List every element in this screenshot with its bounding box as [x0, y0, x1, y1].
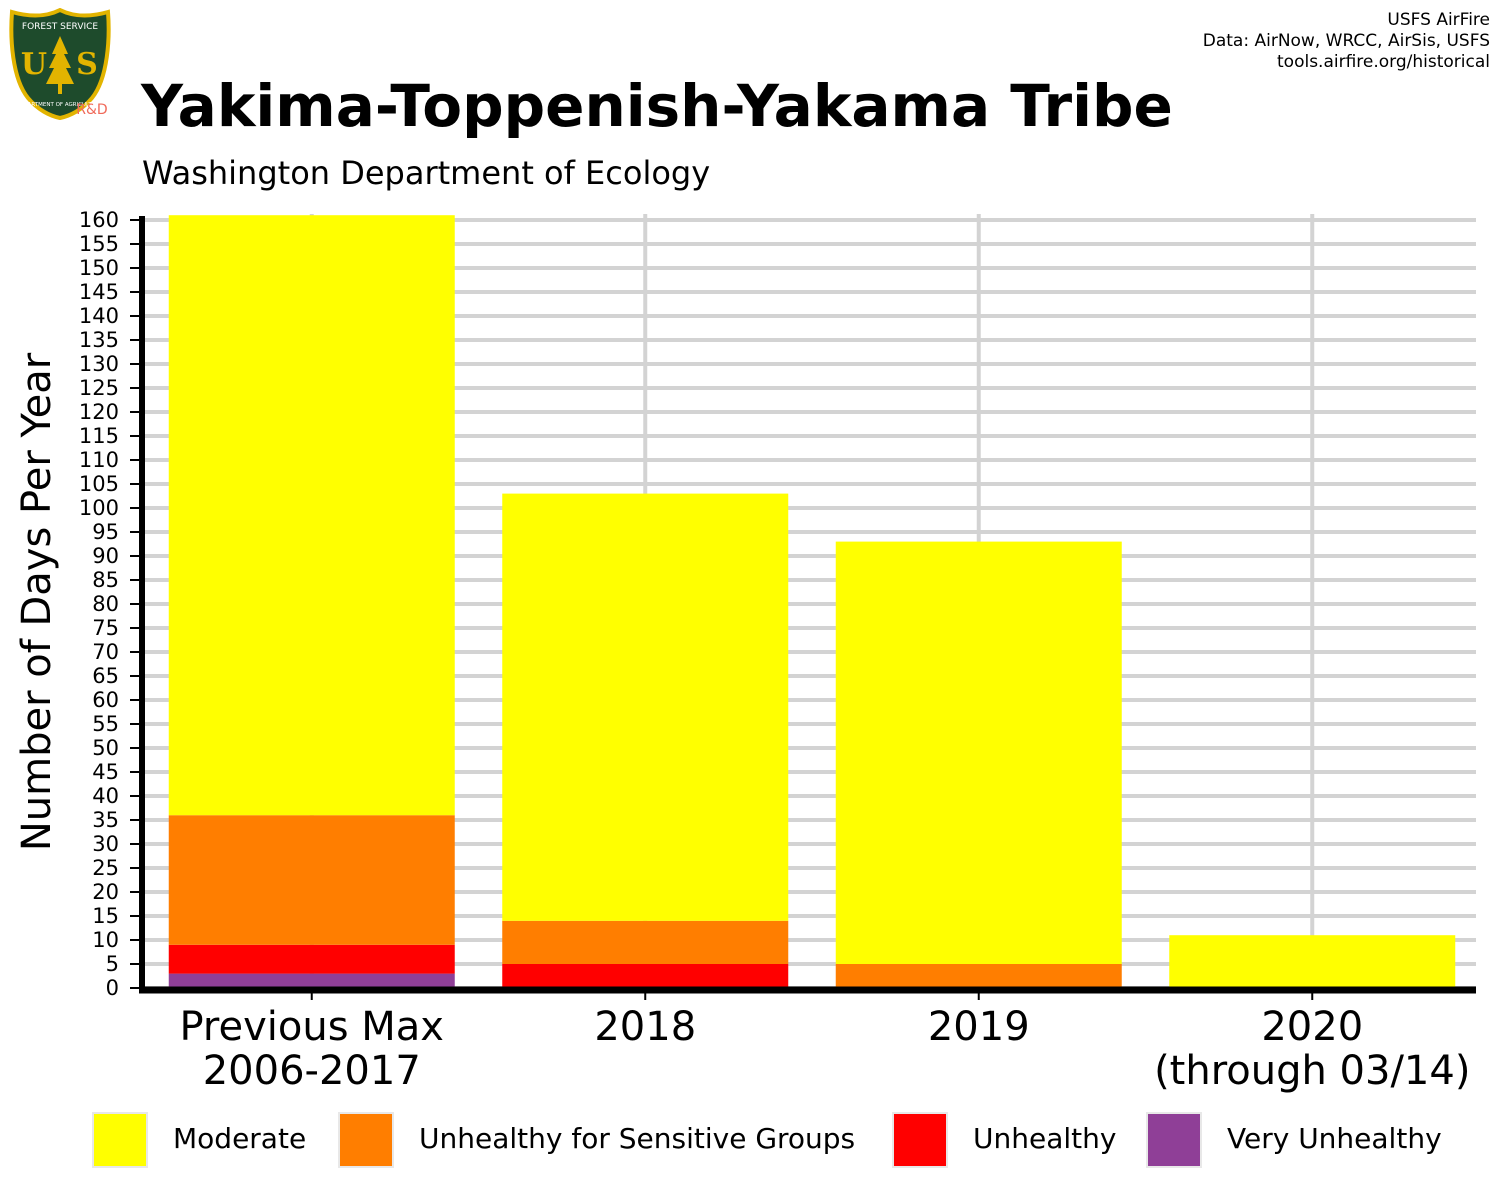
- y-tick-label: 160: [79, 208, 119, 232]
- x-tick-label: 2018: [594, 1004, 696, 1050]
- legend-label: Unhealthy: [973, 1122, 1117, 1155]
- logo-letter-s: S: [76, 47, 98, 82]
- y-tick-label: 70: [92, 640, 119, 664]
- y-tick-label: 145: [79, 280, 119, 304]
- y-tick-label: 155: [79, 232, 119, 256]
- y-tick-label: 55: [92, 712, 119, 736]
- y-tick-label: 60: [92, 688, 119, 712]
- y-tick-label: 65: [92, 664, 119, 688]
- legend-swatch: [1146, 1112, 1202, 1168]
- chart-legend: Moderate Unhealthy for Sensitive Groups Un…: [0, 1108, 1500, 1172]
- y-tick-label: 80: [92, 592, 119, 616]
- y-tick-label: 5: [106, 952, 119, 976]
- y-tick-label: 50: [92, 736, 119, 760]
- bar-segment-unhealthy: [502, 964, 789, 988]
- y-axis-label: Number of Days Per Year: [14, 352, 60, 851]
- x-tick-label: 2019: [928, 1004, 1030, 1050]
- logo-rd-tag: R&D: [76, 102, 107, 118]
- y-tick-label: 125: [79, 376, 119, 400]
- usfs-logo: FOREST SERVICE U S DEPARTMENT OF AGRICUL…: [9, 8, 111, 120]
- logo-top-text: FOREST SERVICE: [22, 22, 99, 32]
- credit-line: Data: AirNow, WRCC, AirSis, USFS: [1202, 31, 1490, 51]
- chart-title: Yakima-Toppenish-Yakama Tribe: [141, 72, 1173, 140]
- chart-subtitle: Washington Department of Ecology: [142, 154, 711, 192]
- x-tick-label: 2020: [1261, 1004, 1363, 1050]
- legend-label: Very Unhealthy: [1227, 1122, 1442, 1155]
- bar-segment-unhealthy: [168, 944, 455, 974]
- logo-letter-u: U: [21, 47, 47, 82]
- bar-segment-moderate: [1169, 935, 1456, 988]
- bar-segment-unhealthy-for-sensitive-groups: [168, 815, 455, 945]
- credit-line: tools.airfire.org/historical: [1277, 52, 1490, 72]
- y-tick-label: 120: [79, 400, 119, 424]
- y-tick-label: 45: [92, 760, 119, 784]
- bar-segment-moderate: [835, 541, 1122, 964]
- x-tick-label: Previous Max: [180, 1004, 444, 1050]
- bar-segment-moderate: [168, 215, 455, 816]
- data-credits: USFS AirFire Data: AirNow, WRCC, AirSis,…: [1203, 10, 1490, 73]
- y-tick-label: 140: [79, 304, 119, 328]
- bar-segment-unhealthy-for-sensitive-groups: [835, 964, 1122, 988]
- x-tick-label-line2: (through 03/14): [1154, 1048, 1470, 1094]
- y-tick-label: 115: [79, 424, 119, 448]
- x-tick-label-line2: 2006-2017: [203, 1048, 421, 1094]
- bar-segment-moderate: [502, 493, 789, 921]
- y-tick-label: 35: [92, 808, 119, 832]
- bar-segment-very-unhealthy: [168, 973, 455, 988]
- y-tick-label: 40: [92, 784, 119, 808]
- legend-label: Unhealthy for Sensitive Groups: [419, 1122, 856, 1155]
- y-tick-label: 30: [92, 832, 119, 856]
- legend-swatch: [892, 1112, 948, 1168]
- legend-swatch: [338, 1112, 394, 1168]
- y-tick-label: 110: [79, 448, 119, 472]
- y-tick-labels: 0510152025303540455055606570758085909510…: [79, 208, 142, 1000]
- bar-segment-unhealthy-for-sensitive-groups: [502, 920, 789, 964]
- y-tick-label: 85: [92, 568, 119, 592]
- y-tick-label: 15: [92, 904, 119, 928]
- y-tick-label: 130: [79, 352, 119, 376]
- y-tick-label: 95: [92, 520, 119, 544]
- legend-label: Moderate: [173, 1122, 307, 1155]
- y-tick-label: 0: [106, 976, 119, 1000]
- y-tick-label: 135: [79, 328, 119, 352]
- y-tick-label: 75: [92, 616, 119, 640]
- bar-stacks: [168, 215, 1456, 988]
- y-tick-label: 100: [79, 496, 119, 520]
- y-tick-label: 90: [92, 544, 119, 568]
- logo-bottom-text: DEPARTMENT OF AGRICULTURE: [17, 102, 104, 108]
- credit-line: USFS AirFire: [1387, 10, 1490, 30]
- y-tick-label: 105: [79, 472, 119, 496]
- y-tick-label: 10: [92, 928, 119, 952]
- tree-icon: [46, 36, 74, 94]
- y-tick-label: 25: [92, 856, 119, 880]
- legend-swatch: [92, 1112, 148, 1168]
- y-tick-label: 150: [79, 256, 119, 280]
- y-tick-label: 20: [92, 880, 119, 904]
